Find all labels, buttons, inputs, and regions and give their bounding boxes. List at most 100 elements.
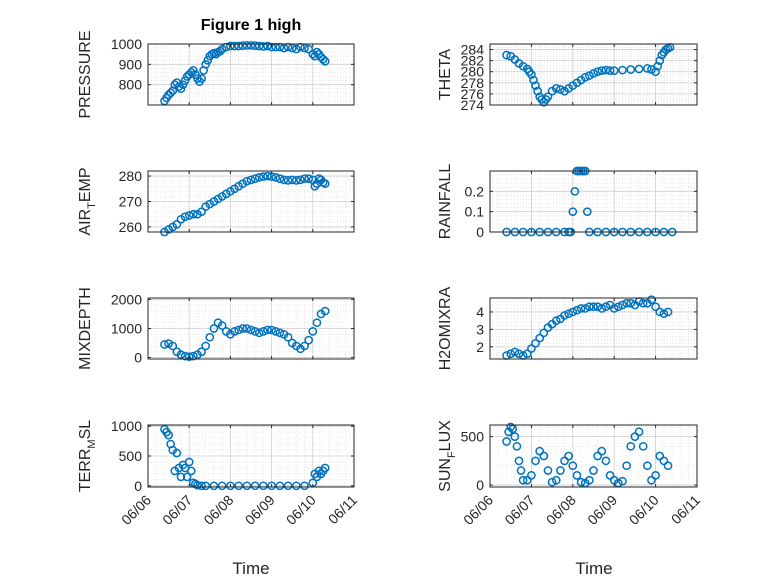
data-point [267,42,276,52]
y-tick-label: 500 [119,448,143,464]
data-point [560,311,569,320]
data-point [275,42,285,52]
axes-box [489,424,698,488]
data-point [230,327,239,336]
data-point [304,335,314,345]
data-point [626,441,636,451]
x-tick-label: 06/08 [543,492,579,528]
data-point [570,186,580,196]
subplot-rainfall: 0 0.1 0.2 RAINFALL [437,164,698,240]
data-point [593,67,602,77]
data-point [655,56,665,65]
data-point [556,85,565,94]
x-tick-label: 06/11 [325,492,361,528]
data-point [663,307,673,317]
subplot-air-temp: 260 270 280 AIRTEMP [77,167,355,237]
data-point [568,207,578,217]
y-axis-label: MIXDEPTH [77,287,94,370]
data-point [518,475,528,485]
data-point [267,481,276,491]
y-tick-label: 270 [119,194,143,210]
y-tick-label: 260 [119,219,143,235]
data-point [593,302,602,312]
data-point [601,456,611,466]
data-point [254,328,264,338]
data-point [259,42,268,51]
y-tick-label: 278 [461,75,485,91]
data-point [291,481,301,491]
data-point [659,309,669,319]
data-point [318,54,328,64]
data-point [543,92,553,102]
data-point [234,325,243,335]
x-axis-label-left: Time [232,559,269,578]
data-point [180,351,190,361]
data-point [651,471,660,480]
data-point [174,82,184,92]
data-point [576,477,586,487]
data-point [246,41,256,50]
y-tick-label: 0 [476,477,484,493]
data-point [291,44,301,54]
data-point [539,451,549,461]
data-point [514,456,524,466]
data-point [618,476,627,486]
data-point [160,340,169,349]
data-point [184,352,194,362]
data-point [186,68,196,77]
y-tick-label: 280 [461,64,485,80]
data-point [527,471,536,480]
data-point [230,41,239,51]
data-point [312,318,322,328]
data-point [580,72,590,82]
data-point [556,466,565,475]
data-point [166,88,176,98]
x-tick-label: 06/07 [501,492,537,528]
data-point [242,324,252,333]
data-point [514,349,524,359]
data-point [585,71,594,80]
data-point [184,211,194,220]
data-point [275,174,285,183]
axes-box [489,170,698,233]
data-point [226,41,235,51]
data-point [310,181,320,191]
data-point [568,461,578,471]
data-point [296,42,305,52]
data-point [622,461,631,471]
y-axis-label: SUNFLUX [437,420,458,492]
y-tick-label: 500 [461,429,485,445]
data-point [271,173,281,182]
data-point [275,481,285,491]
x-tick-label: 06/09 [584,492,620,528]
data-point [582,207,592,217]
data-point [638,441,648,451]
data-point [663,461,673,471]
data-point [308,49,318,59]
data-point [576,304,586,313]
data-point [642,64,652,73]
data-point [638,298,648,308]
data-point [551,316,561,326]
data-point [172,220,182,229]
data-point [572,305,582,315]
data-point [217,481,227,491]
data-point [655,307,665,317]
data-point [283,42,293,52]
data-point [300,481,309,491]
data-point [296,175,305,185]
subplot-terr-msl: 0 500 1000 TERRMSL 06/06 06/07 06/08 06/09 06/10… [77,418,360,528]
y-tick-label: 4 [476,304,484,320]
data-point [172,448,182,458]
data-point [551,84,561,93]
data-point [197,207,206,217]
x-tick-label: 06/06 [118,492,154,528]
data-point [601,65,611,75]
data-point [283,481,293,491]
data-point [271,327,281,336]
data-point [510,432,520,441]
data-point [609,304,619,313]
